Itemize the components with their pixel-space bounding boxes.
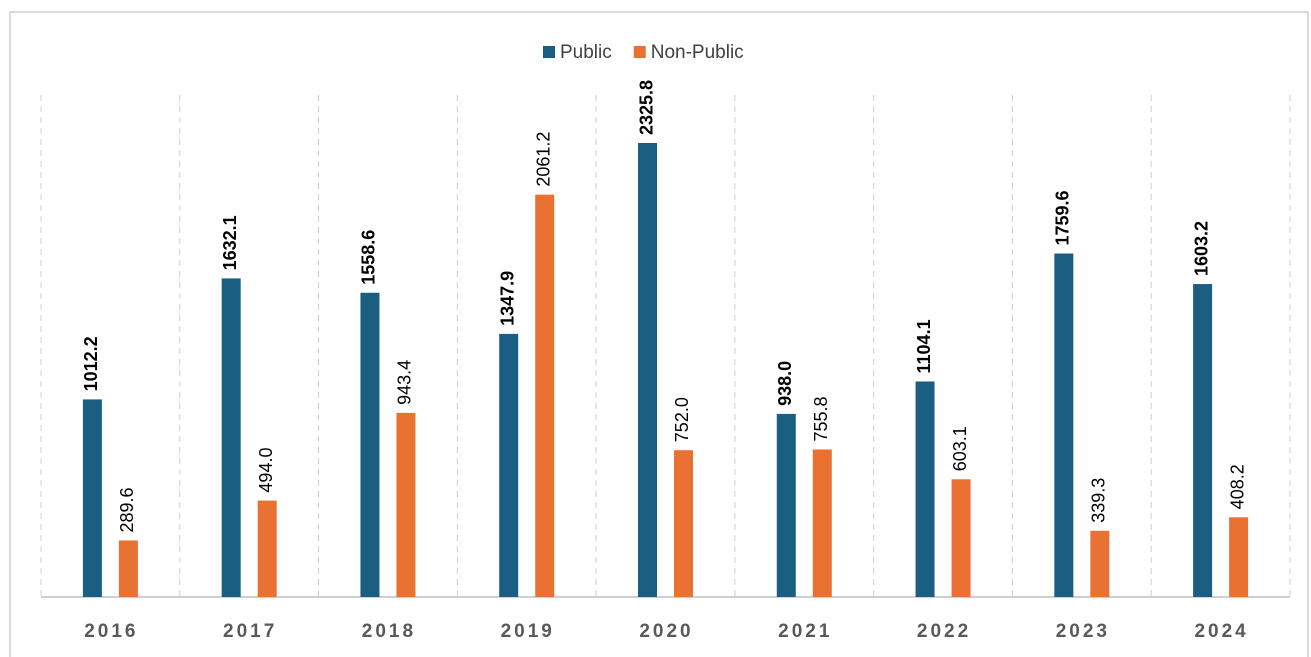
data-label: 494.0	[256, 448, 276, 493]
x-tick-label: 2019	[501, 621, 555, 642]
x-tick-label: 2021	[778, 621, 832, 642]
bar	[674, 450, 693, 597]
data-label: 603.1	[950, 426, 970, 471]
data-label: 408.2	[1227, 464, 1247, 509]
legend-label: Non-Public	[651, 42, 744, 63]
x-tick-label: 2024	[1194, 621, 1248, 642]
bar	[1054, 253, 1074, 597]
bar	[221, 278, 241, 597]
bar	[82, 399, 102, 597]
data-label: 752.0	[672, 397, 692, 442]
bar	[118, 540, 138, 597]
x-tick-label: 2017	[223, 621, 277, 642]
data-label: 1012.2	[81, 336, 101, 391]
legend-swatch	[633, 46, 646, 58]
data-label: 339.3	[1089, 478, 1109, 523]
bar	[257, 500, 277, 597]
data-label: 289.6	[117, 487, 137, 532]
data-label: 2061.2	[533, 132, 553, 187]
x-tick-label: 2022	[917, 621, 971, 642]
x-tick-label: 2018	[362, 621, 416, 642]
legend-swatch	[543, 46, 555, 58]
data-label: 943.4	[395, 360, 415, 405]
bar	[1090, 530, 1110, 597]
bar	[499, 333, 519, 597]
bar	[951, 479, 971, 597]
bar	[638, 143, 657, 597]
x-tick-label: 2016	[84, 621, 138, 642]
x-tick-label: 2023	[1056, 621, 1110, 642]
bar	[812, 449, 832, 597]
bar	[396, 412, 416, 597]
data-label: 1558.6	[359, 230, 379, 285]
bar	[1193, 284, 1213, 597]
data-label: 755.8	[811, 396, 831, 441]
data-label: 2325.8	[636, 80, 656, 135]
bar	[535, 194, 555, 597]
chart-frame	[9, 11, 1309, 657]
data-label: 1347.9	[497, 271, 517, 326]
legend-label: Public	[560, 42, 612, 63]
x-tick-label: 2020	[639, 621, 693, 642]
bar	[1229, 517, 1249, 597]
data-label: 1632.1	[220, 215, 240, 270]
data-label: 1603.2	[1191, 221, 1211, 276]
data-label: 938.0	[775, 361, 795, 406]
data-label: 1104.1	[914, 319, 934, 373]
data-label: 1759.6	[1053, 190, 1073, 245]
bar	[776, 413, 796, 597]
bar	[360, 292, 380, 597]
bar	[915, 381, 935, 597]
